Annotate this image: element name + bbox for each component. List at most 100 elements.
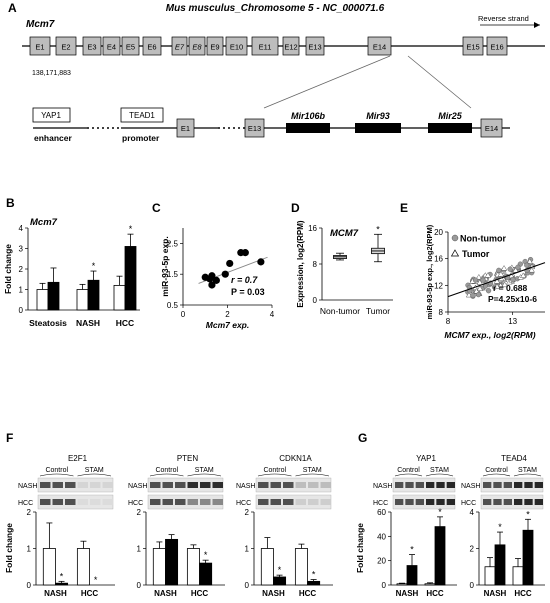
- x-tick-label: 0: [181, 310, 186, 319]
- bar: [186, 548, 200, 586]
- strand-label: Reverse strand: [478, 14, 529, 23]
- significance-mark: *: [376, 224, 380, 234]
- blot-band: [524, 499, 533, 505]
- exon-row: E1 E2 E3 E4 E5 E6 E7 E8 E9 E10 E11 E12 E13 E14 E15 E16: [29, 36, 508, 56]
- blot-band: [40, 482, 51, 488]
- x-category-label: NASH: [76, 318, 100, 328]
- blot-band: [405, 499, 414, 505]
- x-category-label: HCC: [299, 589, 317, 598]
- significance-mark: *: [129, 224, 133, 234]
- y-axis-label: Fold change: [4, 523, 14, 573]
- blot-band: [212, 499, 223, 505]
- yap1-box: [32, 107, 71, 123]
- y-tick-label: 60: [377, 508, 386, 517]
- blot-band: [258, 499, 269, 505]
- data-point: [520, 272, 527, 278]
- blot-band: [503, 482, 512, 488]
- zoom-exon-label: E1: [181, 124, 190, 133]
- bar: [273, 576, 287, 586]
- exon-box-e10: [225, 36, 248, 56]
- blot-band: [426, 499, 435, 505]
- exon-label: E11: [259, 43, 272, 52]
- chromosome-title: Mus musculus_Chromosome 5 - NC_000071.6: [166, 3, 385, 14]
- blot-band: [200, 499, 211, 505]
- correlation-p: P = 0.03: [231, 287, 265, 297]
- mir-label: Mir25: [438, 111, 463, 121]
- significance-mark: *: [438, 507, 442, 517]
- blot-row-label: HCC: [236, 500, 251, 507]
- blot-band: [534, 499, 543, 505]
- exon-label: E16: [490, 43, 503, 52]
- exon-label: E4: [107, 43, 116, 52]
- exon-box-e5: [121, 36, 140, 56]
- data-point: [497, 282, 504, 289]
- x-category-label: Steatosis: [29, 318, 67, 328]
- y-tick-label: 8: [313, 260, 318, 269]
- panel-b-label: B: [6, 196, 15, 210]
- bar: [434, 526, 446, 586]
- bar: [124, 246, 137, 311]
- x-category-label: HCC: [191, 589, 209, 598]
- y-tick-label: 0: [27, 581, 32, 590]
- blot-band: [102, 499, 113, 505]
- bar: [199, 562, 213, 586]
- y-tick-label: 16: [434, 255, 443, 264]
- y-tick-label: 12: [434, 281, 443, 290]
- blot-band: [295, 499, 306, 505]
- mir-bar: [286, 123, 330, 133]
- significance-mark: *: [526, 509, 530, 519]
- stam-header: STAM: [518, 467, 537, 474]
- x-category-label: NASH: [396, 589, 419, 598]
- significance-mark: *: [498, 522, 502, 532]
- blot-band: [212, 482, 223, 488]
- y-tick-label: 2: [137, 508, 142, 517]
- data-point: [524, 262, 530, 268]
- data-point: [501, 281, 508, 288]
- control-header: Control: [263, 467, 286, 474]
- gene-mcm7-label: Mcm7: [26, 19, 55, 30]
- y-tick-label: 20: [377, 557, 386, 566]
- exon-box-e3: [82, 36, 102, 56]
- blot-band: [187, 482, 198, 488]
- data-point: [500, 265, 508, 271]
- exon-label: E3: [87, 43, 96, 52]
- data-point: [212, 276, 220, 284]
- data-point: [507, 266, 513, 272]
- y-axis-label: Fold change: [355, 523, 365, 573]
- data-point: [226, 259, 234, 268]
- y-tick-label: 1: [137, 545, 142, 554]
- panel-g-label: G: [358, 431, 367, 445]
- promoter-label: promoter: [122, 133, 160, 143]
- bar: [152, 548, 166, 586]
- y-tick-label: 0: [137, 581, 142, 590]
- correlation-r: r = 0.7: [231, 275, 258, 285]
- legend-non-tumor-marker: [451, 234, 459, 242]
- y-tick-label: 8: [439, 308, 444, 317]
- trend-line: [447, 262, 546, 298]
- exon-box-e12: [282, 36, 300, 56]
- blot-band: [308, 499, 319, 505]
- blot-band: [102, 482, 113, 488]
- blot-band: [493, 482, 502, 488]
- y-tick-label: 1.5: [167, 270, 179, 279]
- data-point: [208, 272, 216, 280]
- correlation-r: r = 0.688: [493, 283, 528, 293]
- zoom-exon-label: E13: [248, 124, 261, 133]
- panel-e-label: E: [400, 201, 408, 215]
- zoom-exon-e14: [480, 118, 503, 138]
- x-tick-label: 4: [270, 310, 275, 319]
- exon-label: E15: [466, 43, 479, 52]
- exon-label: E12: [284, 43, 297, 52]
- exon-label: E13: [308, 43, 321, 52]
- x-category-label: NASH: [484, 589, 507, 598]
- x-category-label: Tumor: [366, 306, 390, 316]
- blot-band: [415, 499, 424, 505]
- data-point: [476, 285, 484, 291]
- exon-label: E6: [147, 43, 156, 52]
- coordinate-label: 138,171,883: [32, 70, 71, 77]
- data-point: [528, 266, 535, 273]
- data-point: [510, 277, 516, 283]
- blot-band: [395, 499, 404, 505]
- blot-band: [270, 499, 281, 505]
